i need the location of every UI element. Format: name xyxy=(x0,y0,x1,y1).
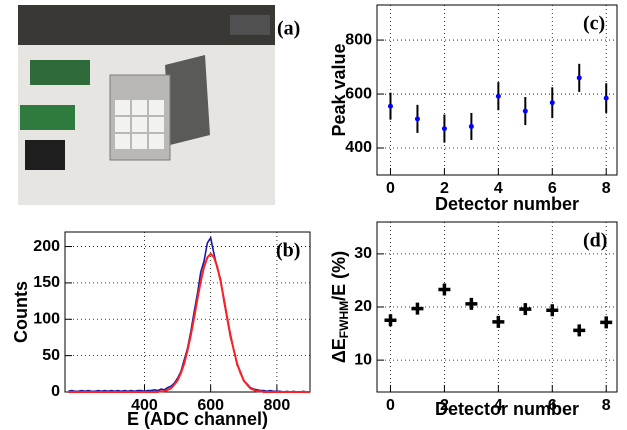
x-tick-label: 800 xyxy=(264,397,291,414)
data-point xyxy=(546,304,559,317)
x-tick-label: 0 xyxy=(386,180,395,197)
y-tick-label: 400 xyxy=(345,139,372,156)
data-point xyxy=(492,315,505,328)
photo xyxy=(18,5,275,205)
y-axis-title-main: ΔE xyxy=(329,338,349,363)
y-axis-title-main: Counts xyxy=(11,281,31,343)
y-axis-title-suffix: /E (%) xyxy=(329,251,349,301)
y-tick-label: 200 xyxy=(33,238,60,255)
data-point xyxy=(414,116,420,122)
x-tick-label: 4 xyxy=(494,180,503,197)
x-tick-label: 2 xyxy=(440,397,449,414)
y-tick-label: 10 xyxy=(354,351,372,368)
y-tick-label: 800 xyxy=(345,31,372,48)
x-axis-title: Detector number xyxy=(435,399,579,419)
y-axis-title: Peak value xyxy=(329,43,349,136)
data-point xyxy=(411,302,424,315)
plot-frame xyxy=(376,4,618,176)
data-point xyxy=(603,95,609,101)
x-axis-title: E (ADC channel) xyxy=(127,409,268,429)
x-tick-label: 600 xyxy=(197,397,224,414)
y-tick-label: 20 xyxy=(354,298,372,315)
data-point xyxy=(573,324,586,337)
data-point xyxy=(549,100,555,106)
panel-label: (a) xyxy=(277,18,300,40)
data-point xyxy=(576,75,582,81)
data-point xyxy=(495,93,501,99)
y-tick-label: 150 xyxy=(33,274,60,291)
data-line xyxy=(68,235,310,393)
y-axis-title-main: Peak value xyxy=(329,43,349,136)
x-tick-label: 0 xyxy=(386,397,395,414)
y-tick-label: 30 xyxy=(354,245,372,262)
data-point xyxy=(441,126,447,132)
x-tick-label: 8 xyxy=(602,397,611,414)
panel-label: (d) xyxy=(583,230,607,252)
x-tick-label: 4 xyxy=(494,397,503,414)
data-point xyxy=(522,108,528,114)
x-tick-label: 400 xyxy=(131,397,158,414)
data-point xyxy=(465,297,478,310)
y-tick-label: 100 xyxy=(33,310,60,327)
y-axis-title: ΔEFWHM/E (%) xyxy=(329,251,351,363)
data-point xyxy=(384,314,397,327)
x-axis-title: Detector number xyxy=(435,194,579,214)
data-point xyxy=(519,303,532,316)
y-tick-label: 50 xyxy=(42,347,60,364)
x-tick-label: 6 xyxy=(548,180,557,197)
y-tick-label: 600 xyxy=(345,85,372,102)
x-tick-label: 8 xyxy=(602,180,611,197)
x-tick-label: 2 xyxy=(440,180,449,197)
plot-frame xyxy=(64,231,311,393)
y-tick-label: 0 xyxy=(51,383,60,400)
data-point xyxy=(438,283,451,296)
data-point xyxy=(600,316,613,329)
y-axis-title-sub: FWHM xyxy=(337,301,351,338)
data-point xyxy=(387,103,393,109)
y-axis-title: Counts xyxy=(11,281,31,343)
data-point xyxy=(468,123,474,129)
panel-label: (b) xyxy=(276,240,300,262)
data-line xyxy=(68,252,310,393)
x-tick-label: 6 xyxy=(548,397,557,414)
panel-label: (c) xyxy=(583,13,605,35)
